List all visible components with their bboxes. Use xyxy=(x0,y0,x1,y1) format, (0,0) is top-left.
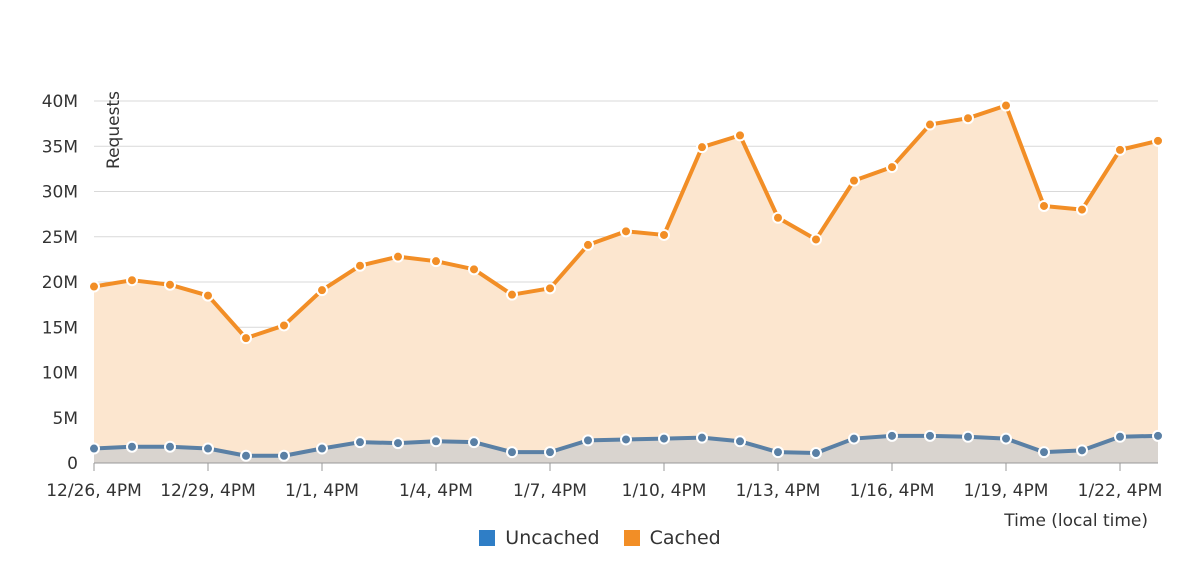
point-cached[interactable] xyxy=(1000,99,1012,112)
point-uncached[interactable] xyxy=(126,440,138,453)
point-cached[interactable] xyxy=(696,141,708,154)
point-uncached[interactable] xyxy=(734,435,746,448)
point-uncached[interactable] xyxy=(354,436,366,449)
point-cached[interactable] xyxy=(544,282,556,295)
point-uncached[interactable] xyxy=(1000,432,1012,445)
point-uncached[interactable] xyxy=(658,432,670,445)
y-tick-label: 10M xyxy=(42,364,78,384)
x-tick-label: 12/26, 4PM xyxy=(46,481,142,501)
point-uncached[interactable] xyxy=(316,442,328,455)
point-cached[interactable] xyxy=(962,112,974,125)
point-cached[interactable] xyxy=(354,259,366,272)
x-tick-label: 1/19, 4PM xyxy=(964,481,1049,501)
area-cached xyxy=(94,105,1158,456)
x-tick-label: 1/16, 4PM xyxy=(850,481,935,501)
point-uncached[interactable] xyxy=(544,446,556,459)
point-cached[interactable] xyxy=(810,233,822,246)
point-cached[interactable] xyxy=(620,225,632,238)
x-tick-label: 12/29, 4PM xyxy=(160,481,256,501)
y-tick-label: 5M xyxy=(53,409,78,429)
x-axis-ticks: 12/26, 4PM 12/29, 4PM 1/1, 4PM 1/4, 4PM 1/7,… xyxy=(46,463,1162,501)
point-uncached[interactable] xyxy=(392,437,404,450)
point-uncached[interactable] xyxy=(1152,429,1164,442)
point-cached[interactable] xyxy=(430,255,442,268)
point-cached[interactable] xyxy=(924,118,936,131)
point-uncached[interactable] xyxy=(430,435,442,448)
point-uncached[interactable] xyxy=(886,429,898,442)
x-tick-label: 1/4, 4PM xyxy=(399,481,473,501)
y-tick-label: 30M xyxy=(42,183,78,203)
point-uncached[interactable] xyxy=(620,433,632,446)
point-uncached[interactable] xyxy=(164,440,176,453)
point-uncached[interactable] xyxy=(810,447,822,460)
point-cached[interactable] xyxy=(1152,134,1164,147)
point-cached[interactable] xyxy=(278,319,290,332)
legend-item-uncached[interactable]: Uncached xyxy=(479,527,600,549)
point-cached[interactable] xyxy=(392,250,404,263)
point-cached[interactable] xyxy=(1038,199,1050,212)
x-tick-label: 1/13, 4PM xyxy=(736,481,821,501)
x-tick-label: 1/22, 4PM xyxy=(1078,481,1163,501)
point-cached[interactable] xyxy=(1114,143,1126,156)
y-tick-label: 35M xyxy=(42,137,78,157)
x-tick-label: 1/10, 4PM xyxy=(622,481,707,501)
point-cached[interactable] xyxy=(468,263,480,276)
x-axis-title: Time (local time) xyxy=(1003,511,1148,531)
point-cached[interactable] xyxy=(316,284,328,297)
point-uncached[interactable] xyxy=(582,434,594,447)
point-uncached[interactable] xyxy=(962,430,974,443)
point-uncached[interactable] xyxy=(468,436,480,449)
series-areas xyxy=(94,105,1158,463)
data-points xyxy=(88,99,1164,462)
point-uncached[interactable] xyxy=(924,429,936,442)
point-cached[interactable] xyxy=(886,161,898,174)
point-cached[interactable] xyxy=(240,332,252,345)
point-cached[interactable] xyxy=(848,174,860,187)
legend: Uncached Cached xyxy=(0,527,1200,549)
point-cached[interactable] xyxy=(164,278,176,291)
legend-swatch-cached xyxy=(623,530,640,546)
point-cached[interactable] xyxy=(772,211,784,224)
y-tick-label: 40M xyxy=(42,92,78,112)
y-axis-title: Requests xyxy=(104,91,124,169)
point-uncached[interactable] xyxy=(1038,446,1050,459)
point-cached[interactable] xyxy=(506,288,518,301)
point-cached[interactable] xyxy=(88,280,100,293)
point-uncached[interactable] xyxy=(848,432,860,445)
legend-swatch-uncached xyxy=(479,530,496,546)
y-axis-ticks: 0 5M 10M 15M 20M 25M 30M 35M 40M xyxy=(42,92,78,474)
point-uncached[interactable] xyxy=(772,446,784,459)
x-tick-label: 1/7, 4PM xyxy=(513,481,587,501)
point-uncached[interactable] xyxy=(240,449,252,462)
point-uncached[interactable] xyxy=(506,446,518,459)
y-tick-label: 25M xyxy=(42,228,78,248)
y-tick-label: 15M xyxy=(42,318,78,338)
y-tick-label: 20M xyxy=(42,273,78,293)
y-tick-label: 0 xyxy=(67,454,78,474)
point-uncached[interactable] xyxy=(88,442,100,455)
point-uncached[interactable] xyxy=(278,449,290,462)
point-uncached[interactable] xyxy=(696,431,708,444)
legend-label-uncached: Uncached xyxy=(505,527,600,549)
point-cached[interactable] xyxy=(202,289,214,302)
point-cached[interactable] xyxy=(582,238,594,251)
point-cached[interactable] xyxy=(1076,203,1088,216)
point-uncached[interactable] xyxy=(202,442,214,455)
point-cached[interactable] xyxy=(126,274,138,287)
legend-item-cached[interactable]: Cached xyxy=(623,527,721,549)
point-uncached[interactable] xyxy=(1076,444,1088,457)
point-cached[interactable] xyxy=(734,129,746,142)
point-uncached[interactable] xyxy=(1114,430,1126,443)
x-tick-label: 1/1, 4PM xyxy=(285,481,359,501)
point-cached[interactable] xyxy=(658,228,670,241)
legend-label-cached: Cached xyxy=(649,527,721,549)
